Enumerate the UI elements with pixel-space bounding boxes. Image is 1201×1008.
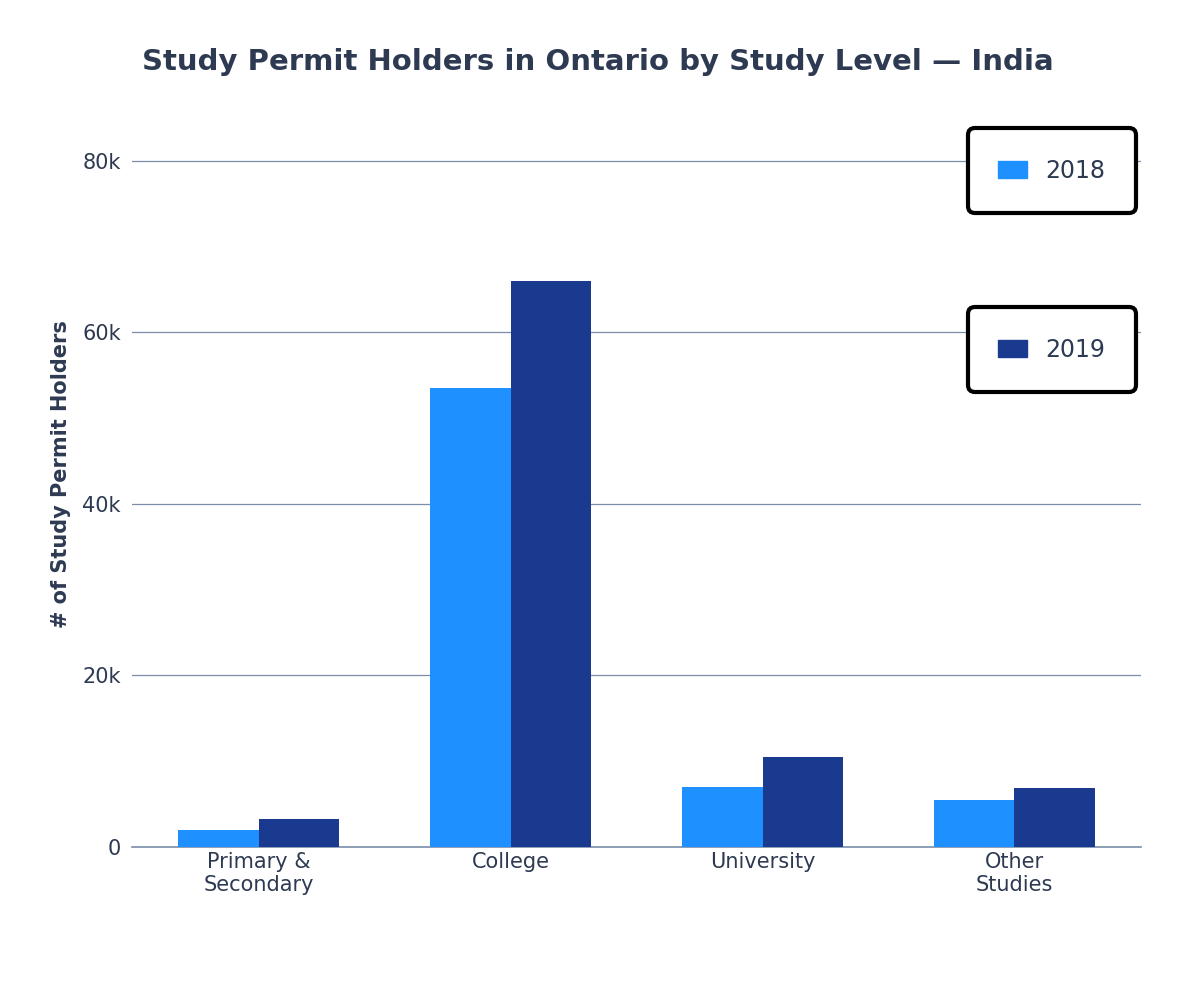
Bar — [510, 281, 591, 847]
Bar — [682, 786, 763, 847]
Bar — [258, 820, 339, 847]
Legend: 2019: 2019 — [975, 314, 1129, 385]
Bar — [1015, 788, 1095, 847]
Bar — [430, 388, 510, 847]
Bar — [934, 799, 1015, 847]
Y-axis label: # of Study Permit Holders: # of Study Permit Holders — [52, 320, 71, 628]
Bar — [178, 830, 258, 847]
Text: Study Permit Holders in Ontario by Study Level — India: Study Permit Holders in Ontario by Study… — [142, 48, 1053, 77]
Bar — [763, 757, 843, 847]
